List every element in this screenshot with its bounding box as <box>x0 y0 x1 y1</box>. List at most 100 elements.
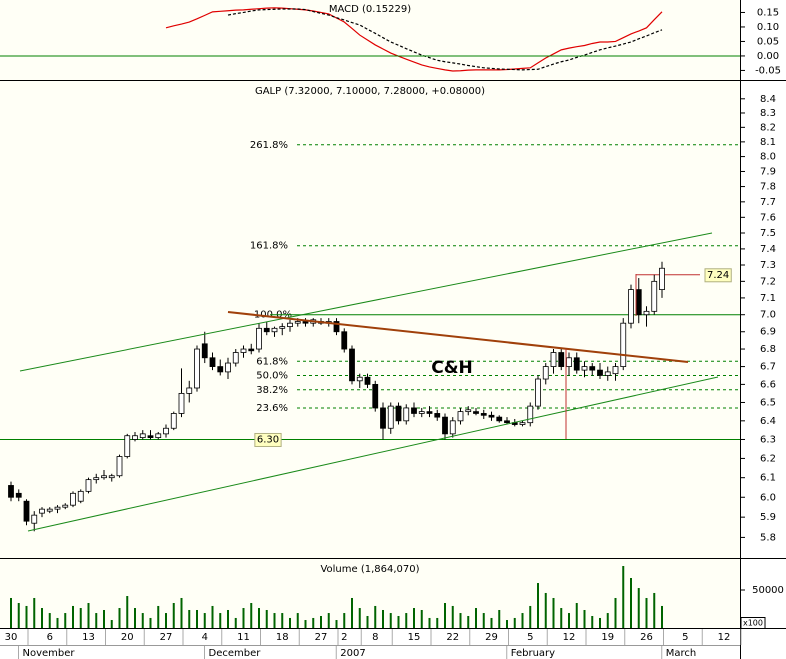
volume-bar <box>475 608 477 628</box>
x-tick-label: 30 <box>5 632 18 643</box>
volume-bar <box>165 613 167 628</box>
month-label: November <box>23 648 76 659</box>
y-tick-label: -0.05 <box>755 65 781 76</box>
volume-bar <box>203 613 206 628</box>
volume-bar <box>358 608 361 628</box>
candle-body <box>116 456 123 477</box>
volume-bar <box>157 605 160 628</box>
volume-bar <box>281 613 284 628</box>
y-tick-label: 7.5 <box>760 228 776 239</box>
volume-bar <box>188 609 191 628</box>
volume-bar <box>568 613 570 628</box>
volume-bar <box>591 615 594 628</box>
x-tick-label: 20 <box>121 632 134 643</box>
y-tick-label: 5.8 <box>760 532 776 543</box>
x-tick-label: 19 <box>601 632 614 643</box>
candle-body <box>294 321 301 324</box>
panel-title: MACD (0.15229) <box>329 4 411 15</box>
volume-bar <box>180 597 183 628</box>
y-tick-label: 0.15 <box>757 7 779 18</box>
volume-bar <box>653 592 656 628</box>
volume-bar <box>459 613 462 628</box>
y-tick-label: 6.4 <box>760 416 776 427</box>
fib-label: 38.2% <box>256 385 288 396</box>
x-tick-label: 15 <box>408 632 421 643</box>
volume-bar <box>428 617 431 628</box>
volume-bar <box>327 613 330 628</box>
candle-body <box>341 331 348 350</box>
candle-body <box>15 492 22 498</box>
x-tick-label: 27 <box>160 632 173 643</box>
y-tick-label: 6.8 <box>760 344 776 355</box>
volume-bar <box>296 613 299 628</box>
volume-bar <box>87 603 90 628</box>
volume-bar <box>95 613 98 628</box>
volume-bar <box>622 566 625 628</box>
support-label: 6.30 <box>257 434 279 445</box>
month-label: February <box>511 648 555 659</box>
x-tick-label: 26 <box>640 632 653 643</box>
y-tick-label: 6.5 <box>760 397 776 408</box>
candle-body <box>333 321 340 333</box>
candle-body <box>465 409 472 413</box>
candle-body <box>31 514 38 524</box>
candle-body <box>46 508 53 512</box>
macd-line <box>227 8 663 71</box>
volume-bar <box>242 608 245 628</box>
candle-body <box>519 422 526 425</box>
volume-unit: x100 <box>743 619 763 628</box>
candle-body <box>77 490 84 502</box>
candle-body <box>442 416 448 435</box>
volume-bar <box>397 615 400 628</box>
month-label: December <box>209 648 262 659</box>
y-tick-label: 0.00 <box>757 51 779 62</box>
volume-bar <box>343 613 346 628</box>
volume-bar <box>72 605 74 628</box>
volume-bar <box>583 609 586 628</box>
y-tick-label: 8.1 <box>760 137 776 148</box>
candle-body <box>620 322 627 367</box>
volume-bar <box>451 605 454 628</box>
x-tick-label: 2 <box>341 632 347 643</box>
volume-bar <box>320 615 322 628</box>
volume-bar <box>64 613 67 628</box>
candle-body <box>449 420 456 435</box>
candle-body <box>395 405 402 422</box>
x-tick-label: 4 <box>202 632 208 643</box>
volume-bar <box>599 617 601 628</box>
candle-body <box>8 485 14 498</box>
volume-bar <box>482 613 485 628</box>
panel-title: Volume (1,864,070) <box>320 564 419 575</box>
volume-bar <box>33 597 36 628</box>
candle-body <box>240 348 247 353</box>
candle-body <box>155 433 162 439</box>
volume-bar <box>134 608 136 628</box>
candle-body <box>279 326 286 329</box>
y-tick-label: 50000 <box>752 585 784 596</box>
candle-body <box>194 348 200 389</box>
candle-body <box>186 387 193 394</box>
candle-body <box>457 411 464 422</box>
candle-body <box>426 411 433 414</box>
channel-line <box>19 232 713 372</box>
volume-bar <box>382 609 384 628</box>
candle-body <box>604 371 611 376</box>
candle-body <box>225 362 231 373</box>
candle-body <box>480 413 487 416</box>
candle-body <box>411 407 417 414</box>
candle-body <box>263 327 270 333</box>
x-tick-label: 27 <box>315 632 328 643</box>
volume-bar <box>420 609 423 628</box>
candle-body <box>496 416 503 422</box>
volume-bar <box>265 609 268 628</box>
x-tick-label: 29 <box>485 632 498 643</box>
fib-label: 23.6% <box>256 403 288 414</box>
y-tick-label: 7.7 <box>760 197 776 208</box>
candle-body <box>178 392 185 414</box>
volume-bar <box>304 620 307 628</box>
volume-bar <box>552 597 555 628</box>
candle-body <box>139 433 146 439</box>
volume-bar <box>661 605 663 628</box>
candle-body <box>635 289 642 316</box>
